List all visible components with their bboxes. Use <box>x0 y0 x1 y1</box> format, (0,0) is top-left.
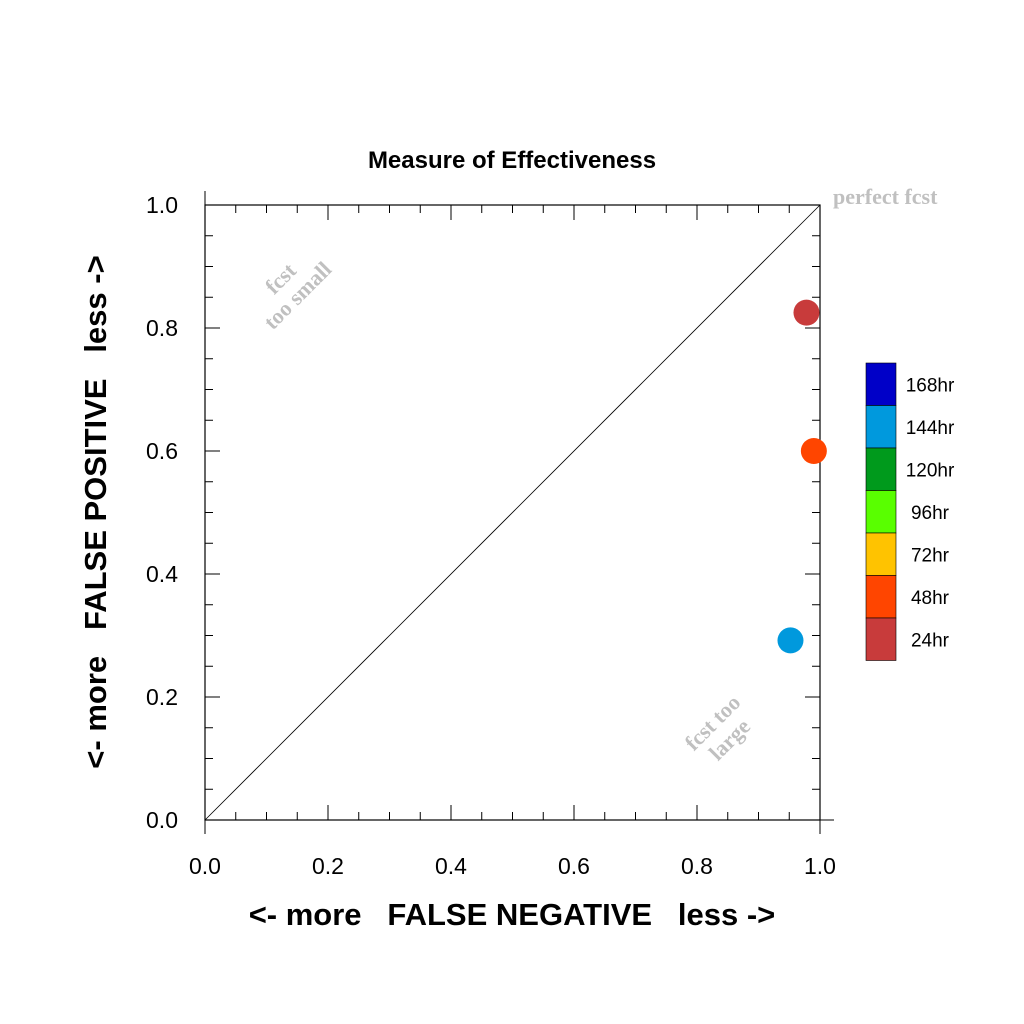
x-axis: 0.0 0.2 0.4 0.6 0.8 1.0 <box>189 205 836 879</box>
point-144hr <box>777 627 804 654</box>
x-axis-label: <- more FALSE NEGATIVE less -> <box>249 897 776 932</box>
annotation-fcst-too-small-line2: too small <box>259 257 337 335</box>
legend-swatch-120hr <box>865 447 897 491</box>
legend-label-168hr: 168hr <box>906 375 955 396</box>
legend: 168hr 144hr 120hr 96hr 72hr 48hr 24hr <box>865 362 955 661</box>
point-48hr <box>800 438 827 464</box>
x-tick-label: 0.6 <box>558 853 590 879</box>
legend-swatch-48hr <box>865 575 897 619</box>
legend-label-96hr: 96hr <box>911 503 950 524</box>
legend-label-48hr: 48hr <box>911 588 950 609</box>
y-tick-label: 0.0 <box>146 807 178 833</box>
annotation-perfect-fcst: perfect fcst <box>833 184 938 209</box>
x-tick-label: 0.8 <box>681 853 713 879</box>
legend-swatch-24hr <box>865 617 897 661</box>
x-tick-label: 1.0 <box>804 853 836 879</box>
x-tick-label: 0.0 <box>189 853 221 879</box>
legend-swatch-72hr <box>865 532 897 576</box>
x-tick-label: 0.4 <box>435 853 467 879</box>
y-tick-label: 0.6 <box>146 438 178 464</box>
point-24hr <box>793 299 820 326</box>
legend-swatch-168hr <box>865 362 897 406</box>
y-tick-label: 1.0 <box>146 192 178 218</box>
y-axis: 0.0 0.2 0.4 0.6 0.8 1.0 <box>146 191 834 833</box>
chart-title: Measure of Effectiveness <box>368 147 656 174</box>
data-points <box>777 299 827 654</box>
legend-swatch-144hr <box>865 405 897 449</box>
y-tick-label: 0.4 <box>146 561 178 587</box>
y-axis-label: <- more FALSE POSITIVE less -> <box>78 255 113 768</box>
legend-label-72hr: 72hr <box>911 545 950 566</box>
y-tick-label: 0.2 <box>146 684 178 710</box>
legend-label-24hr: 24hr <box>911 630 950 651</box>
y-tick-label: 0.8 <box>146 315 178 341</box>
x-tick-label: 0.2 <box>312 853 344 879</box>
legend-label-120hr: 120hr <box>906 460 955 481</box>
legend-swatch-96hr <box>865 490 897 534</box>
legend-label-144hr: 144hr <box>906 418 955 439</box>
diagonal-reference-line <box>204 204 821 821</box>
